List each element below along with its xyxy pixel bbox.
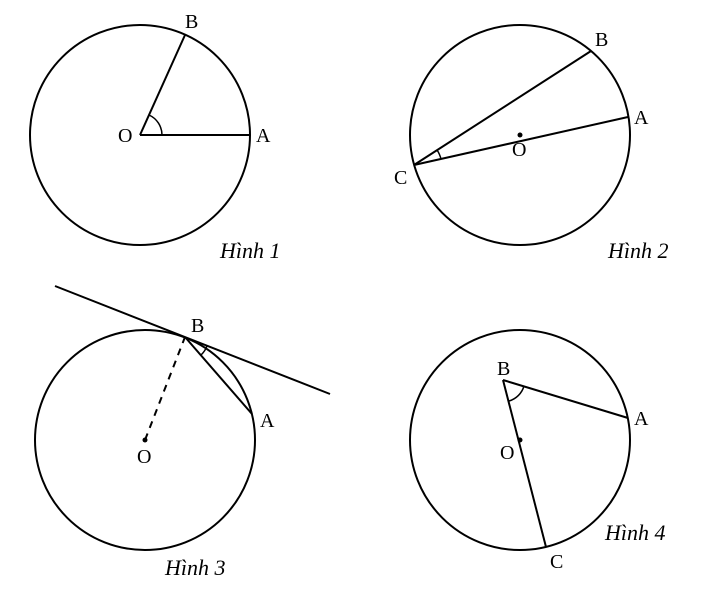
label-A-3: A [260,410,274,433]
label-C-4: C [550,551,563,574]
angle-arc-1 [149,115,162,135]
label-B-4: B [497,358,510,381]
center-dot-2 [518,133,523,138]
dashed-OB [145,337,185,440]
figure-3 [35,286,330,550]
angle-arc-2 [437,150,441,159]
label-A-4: A [634,408,648,431]
label-O-2: O [512,139,526,162]
figure-grid: O A B O A B C O A B O A B C Hình 1 Hình … [0,0,710,593]
label-B-1: B [185,11,198,34]
diagram-svg [0,0,710,593]
caption-3: Hình 3 [165,555,226,581]
line-BA-4 [503,380,628,418]
label-O-3: O [137,446,151,469]
figure-4 [410,330,630,550]
caption-2: Hình 2 [608,238,669,264]
tangent-line [55,286,330,394]
chord-CB [414,51,591,165]
radius-OB [140,35,185,135]
figure-1 [30,25,250,245]
caption-4: Hình 4 [605,520,666,546]
caption-1: Hình 1 [220,238,281,264]
label-C-2: C [394,167,407,190]
label-B-3: B [191,315,204,338]
label-O-4: O [500,442,514,465]
angle-arc-4 [509,386,524,401]
label-A-1: A [256,125,270,148]
label-A-2: A [634,107,648,130]
label-B-2: B [595,29,608,52]
figure-2 [410,25,630,245]
chord-BA [185,337,252,414]
label-O-1: O [118,125,132,148]
